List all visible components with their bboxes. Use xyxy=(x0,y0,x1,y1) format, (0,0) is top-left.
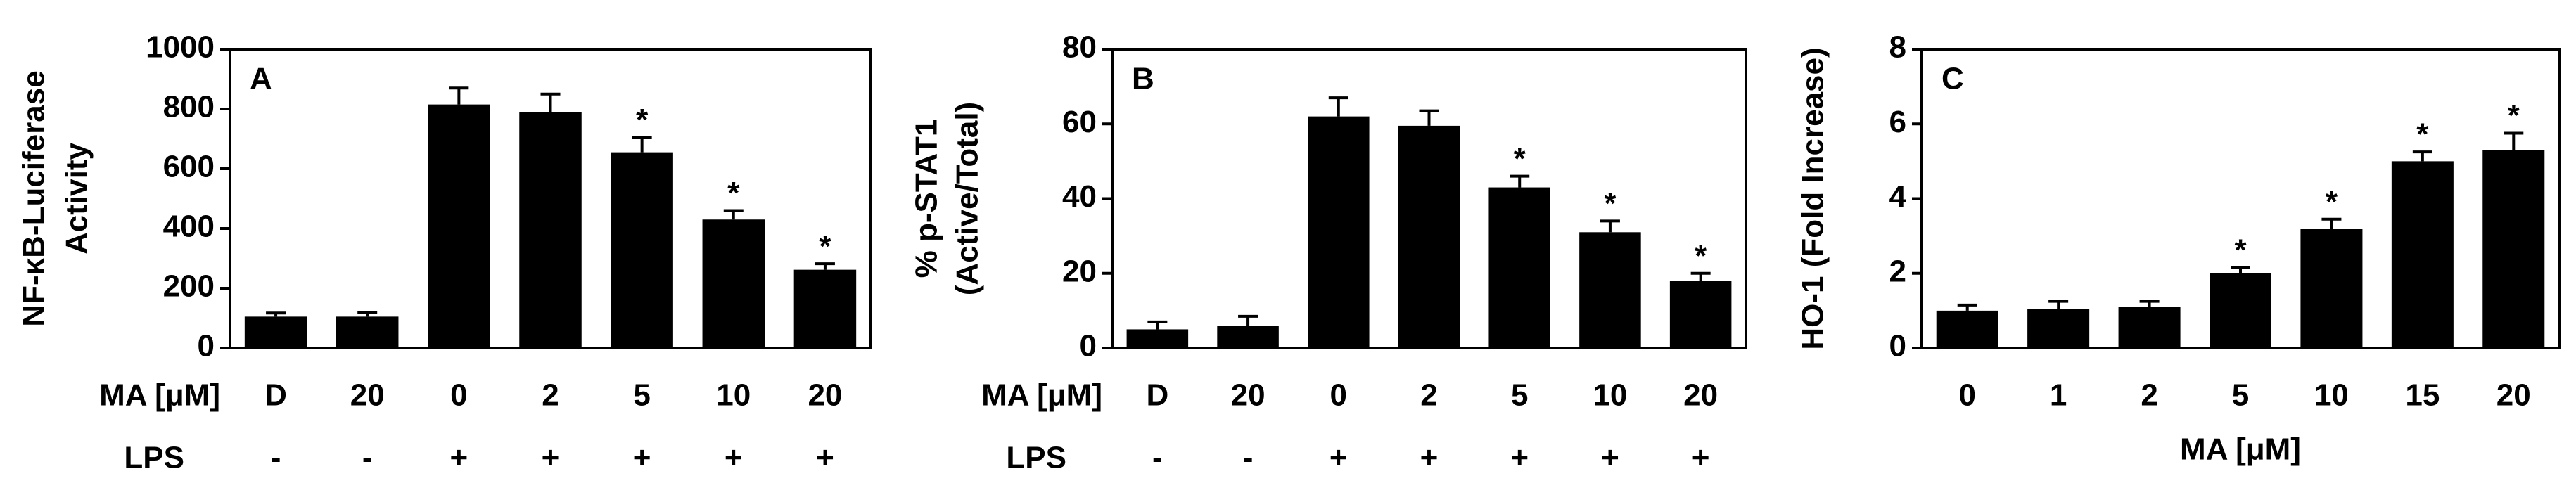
row-value: + xyxy=(1420,441,1439,475)
y-tick-label: 0 xyxy=(198,329,215,363)
x-tick-label: 0 xyxy=(1958,378,1975,413)
bar xyxy=(702,219,765,348)
x-tick-label: 2 xyxy=(1420,378,1437,413)
row-value: + xyxy=(1601,441,1619,475)
y-axis-label: Activity xyxy=(60,143,94,255)
y-tick-label: 20 xyxy=(1062,254,1097,288)
row-value: + xyxy=(816,441,834,475)
y-tick-label: 8 xyxy=(1889,30,1906,65)
x-tick-label: D xyxy=(1146,378,1168,413)
bar xyxy=(1398,125,1460,348)
y-tick-label: 200 xyxy=(163,269,215,304)
y-tick-label: 600 xyxy=(163,150,215,184)
x-tick-label: 0 xyxy=(1330,378,1347,413)
y-axis-label: % p-STAT1 xyxy=(910,120,944,278)
row-value: + xyxy=(450,441,468,475)
row-value: - xyxy=(362,441,373,475)
x-tick-label: 2 xyxy=(542,378,559,413)
bar xyxy=(1308,116,1370,348)
x-tick-label: D xyxy=(264,378,287,413)
x-tick-label: 5 xyxy=(2232,378,2249,413)
significance-mark: * xyxy=(2234,233,2247,267)
x-tick-label: 10 xyxy=(716,378,751,413)
significance-mark: * xyxy=(727,176,740,210)
x-tick-label: 20 xyxy=(1231,378,1265,413)
significance-mark: * xyxy=(819,229,831,264)
x-tick-label: 20 xyxy=(350,378,385,413)
y-tick-label: 800 xyxy=(163,90,215,124)
row-value: - xyxy=(1152,441,1163,475)
bar xyxy=(1126,329,1189,348)
significance-mark: * xyxy=(2416,117,2429,152)
panel-letter: A xyxy=(250,62,272,96)
panel-letter: B xyxy=(1132,62,1154,96)
bar xyxy=(2027,309,2090,348)
x-tick-label: 5 xyxy=(633,378,650,413)
y-tick-label: 0 xyxy=(1080,329,1097,363)
y-tick-label: 0 xyxy=(1889,329,1906,363)
y-tick-label: 40 xyxy=(1062,179,1097,214)
bar xyxy=(336,316,399,348)
y-tick-label: 60 xyxy=(1062,105,1097,139)
row-label: LPS xyxy=(1006,441,1066,475)
x-tick-label: 20 xyxy=(1683,378,1718,413)
y-axis-label: NF-κB-Luciferase xyxy=(17,70,51,326)
y-tick-label: 6 xyxy=(1889,105,1906,139)
significance-mark: * xyxy=(1604,186,1617,221)
significance-mark: * xyxy=(636,103,649,137)
x-tick-label: 20 xyxy=(2497,378,2531,413)
row-value: + xyxy=(1692,441,1710,475)
significance-mark: * xyxy=(1695,238,1707,273)
bar xyxy=(611,152,673,348)
significance-mark: * xyxy=(2508,98,2520,133)
bar xyxy=(793,269,857,348)
bar xyxy=(2482,150,2545,348)
bar xyxy=(1579,232,1641,348)
panel-letter: C xyxy=(1941,62,1964,96)
bar xyxy=(428,104,490,348)
y-tick-label: 4 xyxy=(1889,179,1907,214)
x-tick-label: 1 xyxy=(2050,378,2067,413)
bar xyxy=(519,112,582,348)
x-tick-label: 5 xyxy=(1511,378,1528,413)
y-tick-label: 80 xyxy=(1062,30,1097,65)
x-tick-label: 0 xyxy=(450,378,467,413)
y-axis-label: HO-1 (Fold Increase) xyxy=(1796,47,1830,349)
bar xyxy=(244,316,307,348)
significance-mark: * xyxy=(1514,141,1526,176)
row-label: LPS xyxy=(124,441,184,475)
row-value: + xyxy=(1330,441,1348,475)
row-value: + xyxy=(542,441,560,475)
x-tick-label: 10 xyxy=(1593,378,1627,413)
x-axis-label: MA [μM] xyxy=(2180,432,2301,467)
x-tick-label: 20 xyxy=(808,378,842,413)
bar xyxy=(2300,229,2363,348)
significance-mark: * xyxy=(2326,184,2338,219)
bar xyxy=(2209,273,2272,348)
row-value: - xyxy=(271,441,281,475)
row-label: MA [μM] xyxy=(981,378,1102,413)
bar xyxy=(1936,310,1998,348)
y-tick-label: 2 xyxy=(1889,254,1906,288)
bar xyxy=(1488,187,1550,348)
bar xyxy=(2391,161,2454,348)
row-value: + xyxy=(725,441,743,475)
y-axis-label: (Active/Total) xyxy=(950,102,985,295)
row-value: + xyxy=(633,441,651,475)
row-value: + xyxy=(1510,441,1529,475)
x-tick-label: 2 xyxy=(2141,378,2157,413)
y-tick-label: 1000 xyxy=(146,30,215,65)
row-value: - xyxy=(1243,441,1254,475)
bar xyxy=(1669,281,1732,348)
x-tick-label: 10 xyxy=(2314,378,2349,413)
y-tick-label: 400 xyxy=(163,210,215,244)
row-label: MA [μM] xyxy=(99,378,220,413)
bar xyxy=(2118,307,2181,348)
bar xyxy=(1217,326,1279,348)
x-tick-label: 15 xyxy=(2405,378,2440,413)
